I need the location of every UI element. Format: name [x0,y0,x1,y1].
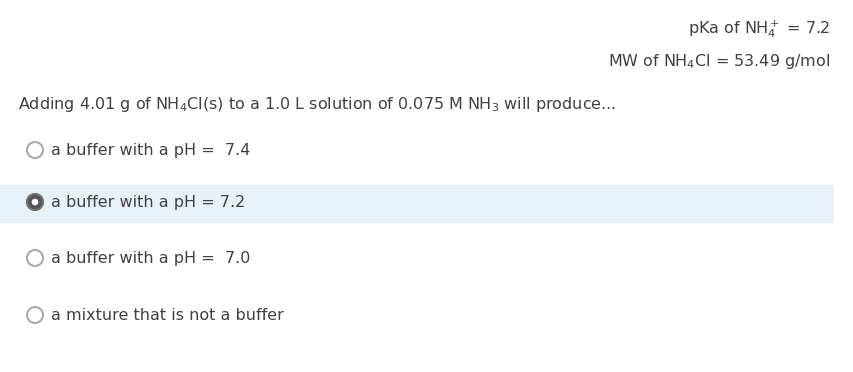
Text: MW of NH$_4$Cl = 53.49 g/mol: MW of NH$_4$Cl = 53.49 g/mol [607,52,829,71]
Circle shape [27,194,43,210]
Text: a buffer with a pH =  7.0: a buffer with a pH = 7.0 [51,250,250,266]
Circle shape [27,307,43,323]
Text: a buffer with a pH = 7.2: a buffer with a pH = 7.2 [51,195,245,209]
Circle shape [27,250,43,266]
Circle shape [32,199,38,205]
Text: a mixture that is not a buffer: a mixture that is not a buffer [51,308,283,323]
Circle shape [27,142,43,158]
Text: pKa of NH$_4^+$ = 7.2: pKa of NH$_4^+$ = 7.2 [687,18,829,40]
Text: a buffer with a pH =  7.4: a buffer with a pH = 7.4 [51,142,250,157]
Text: Adding 4.01 g of NH$_4$Cl(s) to a 1.0 L solution of 0.075 M NH$_3$ will produce.: Adding 4.01 g of NH$_4$Cl(s) to a 1.0 L … [18,95,616,114]
FancyBboxPatch shape [0,185,833,223]
